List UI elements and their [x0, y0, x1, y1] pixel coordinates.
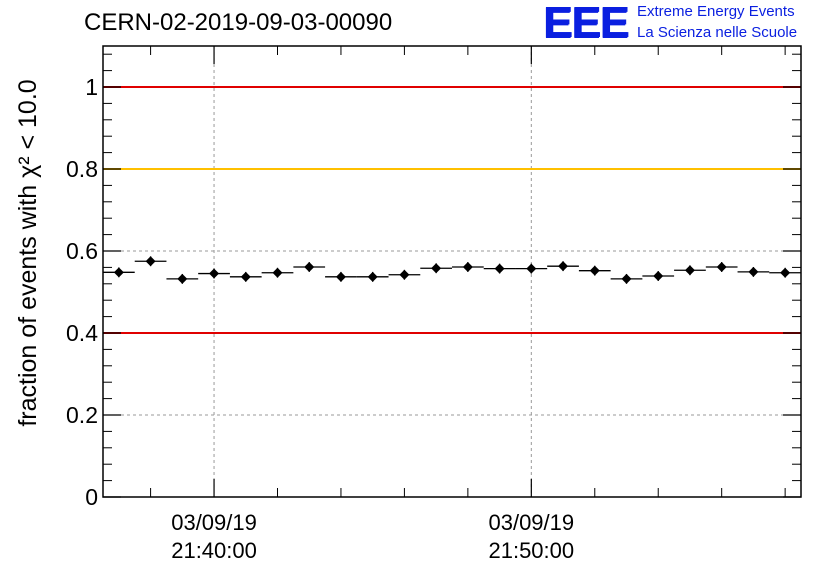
- data-series: [103, 256, 801, 284]
- y-tick-label: 0: [85, 484, 98, 510]
- y-tick-label: 0.8: [66, 156, 98, 182]
- data-point: [684, 265, 695, 276]
- data-point: [209, 268, 220, 279]
- data-point: [589, 265, 600, 276]
- y-tick-label: 0.6: [66, 238, 98, 264]
- eee-logo-letters: EEE: [543, 0, 629, 47]
- data-point: [716, 261, 727, 272]
- data-point: [621, 273, 632, 284]
- eee-logo: EEE: [543, 1, 643, 45]
- data-point: [653, 271, 664, 282]
- data-point: [399, 269, 410, 280]
- data-point: [748, 266, 759, 277]
- data-point: [462, 261, 473, 272]
- data-point: [145, 256, 156, 267]
- y-tick-label: 1: [85, 74, 98, 100]
- y-axis-label: fraction of events with χ² < 10.0: [14, 79, 42, 426]
- reference-lines: [103, 86, 801, 334]
- logo-caption-line2: La Scienza nelle Scuole: [637, 24, 798, 41]
- data-point: [494, 263, 505, 274]
- x-tick-time-label: 21:50:00: [488, 538, 574, 563]
- grid: [103, 46, 801, 498]
- data-point: [780, 267, 791, 278]
- x-tick-date-label: 03/09/19: [488, 510, 574, 535]
- data-point: [304, 261, 315, 272]
- data-point: [558, 261, 569, 272]
- data-point: [526, 263, 537, 274]
- data-point: [113, 267, 124, 278]
- data-point: [431, 263, 442, 274]
- y-tick-label: 0.2: [66, 402, 98, 428]
- data-point: [272, 267, 283, 278]
- data-point: [335, 271, 346, 282]
- x-tick-time-label: 21:40:00: [171, 538, 257, 563]
- data-point: [177, 273, 188, 284]
- y-tick-label: 0.4: [66, 320, 98, 346]
- data-point: [240, 271, 251, 282]
- data-point: [367, 271, 378, 282]
- chart-title: CERN-02-2019-09-03-00090: [84, 9, 393, 36]
- axes: 0 0.2 0.4 0.6 0.8 1 03/09/19 21:40:00 03/09/19 21…: [66, 46, 801, 563]
- logo-caption-line1: Extreme Energy Events: [637, 3, 795, 20]
- plot-frame: [102, 45, 802, 498]
- x-tick-date-label: 03/09/19: [171, 510, 257, 535]
